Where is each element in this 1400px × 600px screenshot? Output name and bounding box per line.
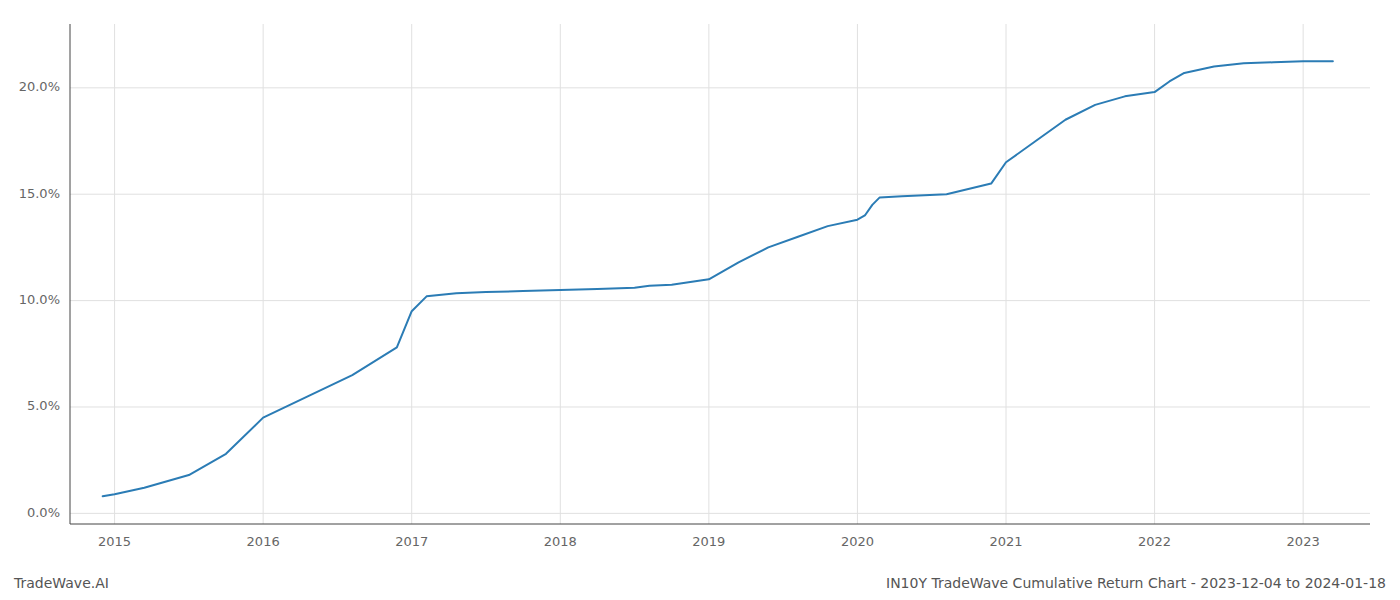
y-grid-line <box>70 87 1370 88</box>
plot-area <box>103 61 1333 496</box>
axes: 0.0% 5.0% 10.0% 15.0% 20.0% 2015 2016 2017 2018 2… <box>19 24 1370 549</box>
y-grid-line <box>70 194 1370 195</box>
y-grid-line <box>70 406 1370 407</box>
footer: TradeWave.AI IN10Y TradeWave Cumulative R… <box>13 575 1386 591</box>
x-grid-line <box>1006 24 1007 524</box>
x-tick-label: 2022 <box>1138 534 1171 549</box>
x-axis-line <box>70 524 1370 525</box>
chart: 0.0% 5.0% 10.0% 15.0% 20.0% 2015 2016 2017 2018 2… <box>0 0 1400 600</box>
x-grid-line <box>1154 24 1155 524</box>
line <box>103 61 1333 496</box>
y-axis-line <box>70 24 71 524</box>
y-grid-line <box>70 300 1370 301</box>
x-tick-label: 2021 <box>989 534 1022 549</box>
y-tick-label: 5.0% <box>27 398 60 413</box>
x-grid-line <box>411 24 412 524</box>
x-grid-line <box>1303 24 1304 524</box>
x-tick-label: 2018 <box>544 534 577 549</box>
x-grid-line <box>857 24 858 524</box>
x-grid-line <box>114 24 115 524</box>
x-tick-label: 2017 <box>395 534 428 549</box>
x-grid-line <box>560 24 561 524</box>
x-grid-line <box>708 24 709 524</box>
footer-text: TradeWave.AI <box>13 575 109 591</box>
x-tick-label: 2023 <box>1287 534 1320 549</box>
grid <box>70 24 1370 524</box>
x-tick-label: 2019 <box>692 534 725 549</box>
x-tick-label: 2016 <box>247 534 280 549</box>
x-grid-line <box>263 24 264 524</box>
x-tick-label: 2015 <box>98 534 131 549</box>
y-tick-label: 20.0% <box>19 79 60 94</box>
x-tick-label: 2020 <box>841 534 874 549</box>
y-tick-label: 10.0% <box>19 292 60 307</box>
y-tick-label: 15.0% <box>19 186 60 201</box>
footer-text: IN10Y TradeWave Cumulative Return Chart … <box>886 575 1386 591</box>
y-grid-line <box>70 513 1370 514</box>
y-tick-label: 0.0% <box>27 505 60 520</box>
